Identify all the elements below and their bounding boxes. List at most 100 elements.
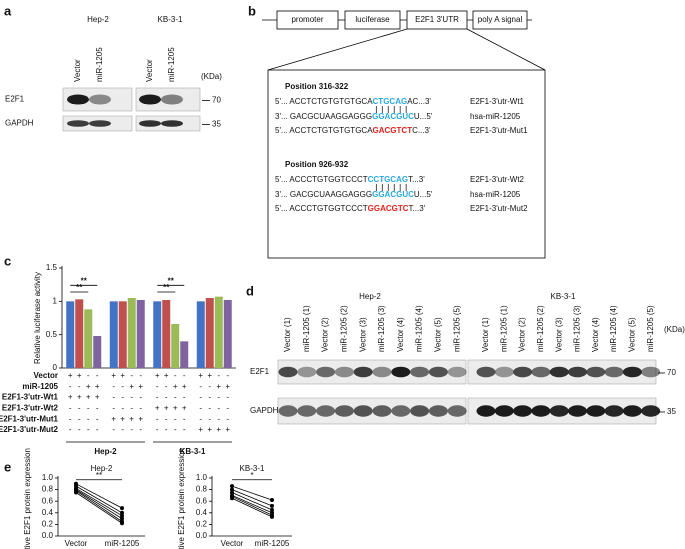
- condition-sign: +: [182, 404, 187, 413]
- condition-sign: -: [87, 404, 90, 413]
- blot-band: [67, 94, 89, 105]
- condition-sign: -: [199, 404, 202, 413]
- sequence-part: 5'... ACCTCTGTGTGTGCA: [275, 126, 373, 135]
- bar: [127, 298, 136, 368]
- sequence-part: GGACGUC: [372, 190, 414, 199]
- condition-sign: +: [198, 425, 203, 434]
- blot-band: [641, 366, 661, 378]
- pair-line: [231, 492, 273, 511]
- cell-line-label: KB-3-1: [551, 292, 576, 301]
- y-tick-label: 0: [53, 363, 58, 372]
- condition-sign: -: [217, 414, 220, 423]
- significance-label: *: [250, 471, 253, 480]
- site-position: Position 316-322: [285, 82, 349, 91]
- point: [270, 514, 274, 519]
- sequence-part: 5'... ACCCTGTGGTCCCT: [275, 204, 368, 213]
- condition-sign: -: [87, 414, 90, 423]
- sequence-label: E2F1-3'utr-Mut1: [470, 126, 528, 135]
- blot-band: [568, 366, 587, 378]
- pair-line: [75, 483, 123, 509]
- lane-label: miR-1205 (4): [415, 305, 424, 352]
- x-tick-label: Vector: [221, 539, 244, 548]
- lane-label: miR-1205 (4): [609, 305, 618, 352]
- condition-sign: +: [164, 371, 169, 380]
- condition-sign: -: [208, 414, 211, 423]
- condition-sign: -: [156, 393, 159, 402]
- blot-band: [513, 366, 533, 378]
- chart-title: KB-3-1: [240, 464, 265, 473]
- condition-sign: -: [130, 393, 133, 402]
- lane-label: Vector (5): [434, 317, 443, 352]
- blot-band: [513, 405, 533, 417]
- zoom-line: [466, 28, 546, 71]
- blot-band: [89, 120, 111, 127]
- condition-sign: +: [207, 371, 212, 380]
- bar: [75, 299, 84, 368]
- condition-sign: -: [165, 414, 168, 423]
- condition-sign: -: [139, 425, 142, 434]
- condition-sign: +: [138, 382, 143, 391]
- condition-sign: +: [155, 404, 160, 413]
- condition-sign: -: [121, 382, 124, 391]
- y-tick-label: 0.2: [42, 520, 54, 529]
- construct-label: poly A signal: [478, 15, 523, 24]
- condition-sign: -: [174, 425, 177, 434]
- lane-label: Vector (3): [554, 317, 563, 352]
- condition-sign: -: [183, 414, 186, 423]
- blot-band: [622, 405, 642, 417]
- blot-band: [586, 366, 606, 378]
- bar: [196, 301, 205, 368]
- blot-band: [316, 366, 336, 378]
- condition-sign: +: [216, 425, 221, 434]
- blot-band: [353, 366, 373, 378]
- lane-label: Vector: [145, 59, 154, 82]
- blot-band: [476, 405, 496, 417]
- blot-band: [641, 405, 661, 417]
- bar: [171, 324, 180, 368]
- lane-label: miR-1205 (3): [573, 305, 582, 352]
- blot-band: [89, 94, 111, 105]
- sequence-part: AC...3': [407, 97, 431, 106]
- y-tick-label: 0.4: [196, 508, 208, 517]
- condition-sign: -: [130, 404, 133, 413]
- sequence-label: hsa-miR-1205: [470, 112, 521, 121]
- blot-band: [549, 366, 569, 378]
- band-size: 70: [212, 96, 221, 105]
- sequence-part: 5'... ACCTCTGTGTGTGCA: [275, 97, 373, 106]
- bar: [84, 309, 93, 368]
- bar: [109, 301, 118, 368]
- bar: [223, 300, 232, 368]
- condition-label: E2F1-3'utr-Mut2: [0, 425, 59, 434]
- condition-sign: +: [68, 393, 73, 402]
- condition-sign: -: [121, 393, 124, 402]
- lane-label: miR-1205 (1): [499, 305, 508, 352]
- sequence: 5'... ACCTCTGTGTGTGCACTGCAGAC...3': [275, 97, 431, 106]
- cell-line-label: Hep-2: [359, 292, 381, 301]
- condition-sign: -: [217, 371, 220, 380]
- condition-sign: +: [164, 404, 169, 413]
- lane-label: Vector (2): [518, 317, 527, 352]
- point: [230, 487, 234, 492]
- blot-band: [549, 405, 569, 417]
- condition-sign: +: [173, 382, 178, 391]
- blot-band: [391, 405, 411, 417]
- pair-line: [231, 497, 273, 518]
- significance-label: **: [168, 276, 175, 285]
- condition-sign: -: [69, 414, 72, 423]
- y-axis-label: Relative luciferase activity: [33, 272, 42, 364]
- condition-sign: -: [96, 414, 99, 423]
- blot-band: [476, 366, 496, 378]
- zoom-line: [267, 28, 408, 71]
- condition-sign: -: [87, 371, 90, 380]
- blot-band: [391, 366, 411, 378]
- condition-sign: -: [199, 393, 202, 402]
- bar: [205, 298, 214, 368]
- bar: [136, 300, 145, 368]
- sequence-part: T...3': [408, 175, 425, 184]
- pair-line: [75, 488, 123, 517]
- condition-sign: -: [69, 425, 72, 434]
- condition-sign: +: [95, 393, 100, 402]
- condition-sign: +: [120, 371, 125, 380]
- chart-title: Hep-2: [91, 464, 113, 473]
